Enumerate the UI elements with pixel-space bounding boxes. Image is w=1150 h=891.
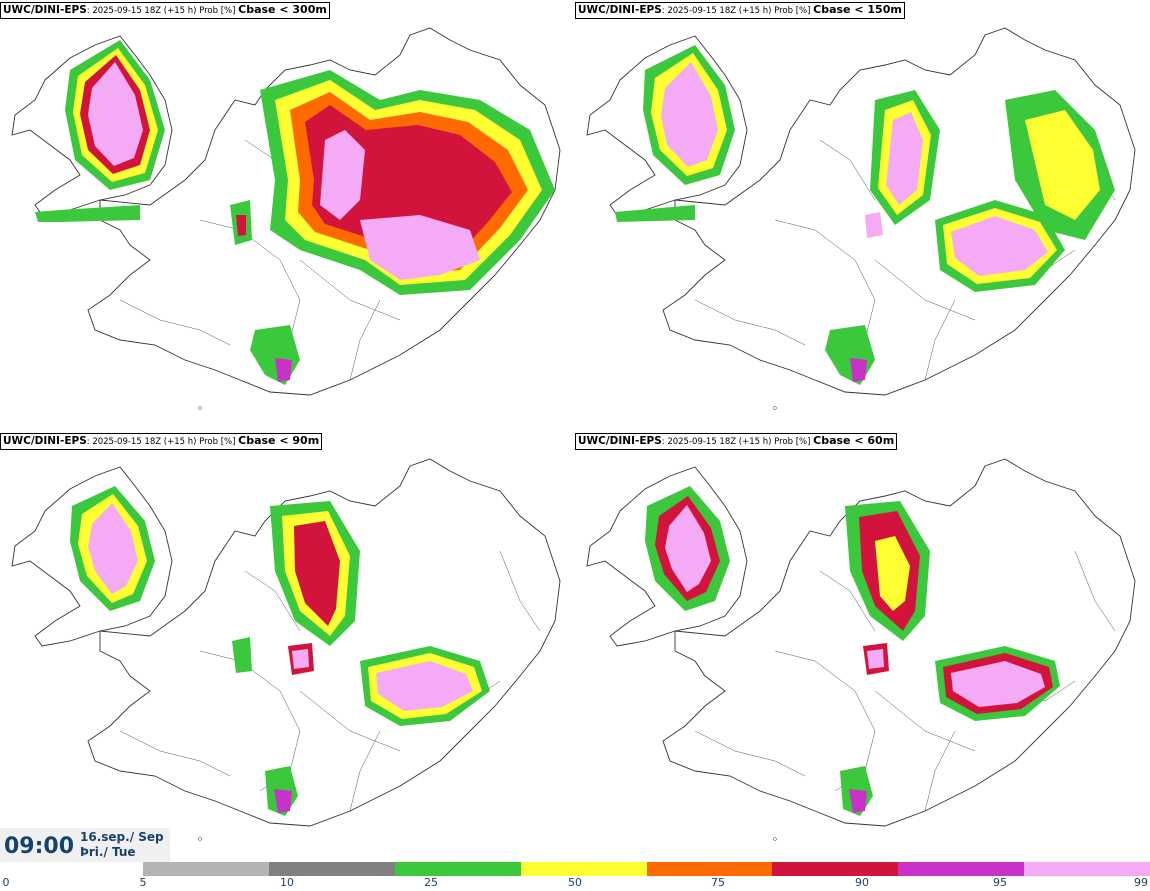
colorbar-tick-label: 75 [711, 876, 725, 889]
map-panel-cbase-300m: UWC/DINI-EPS: 2025-09-15 18Z (+15 h) Pro… [0, 0, 575, 430]
panel-title: UWC/DINI-EPS: 2025-09-15 18Z (+15 h) Pro… [575, 2, 905, 19]
map-panel-cbase-60m: UWC/DINI-EPS: 2025-09-15 18Z (+15 h) Pro… [575, 431, 1150, 861]
run-info: : 2025-09-15 18Z (+15 h) Prob [%] [86, 437, 239, 447]
colorbar-segment [268, 862, 395, 876]
colorbar-segment [520, 862, 647, 876]
panel-title: UWC/DINI-EPS: 2025-09-15 18Z (+15 h) Pro… [0, 2, 330, 19]
colorbar-segment [394, 862, 521, 876]
colorbar-segment [1024, 862, 1150, 876]
panel-title: UWC/DINI-EPS: 2025-09-15 18Z (+15 h) Pro… [0, 433, 323, 450]
map-panel-cbase-90m: UWC/DINI-EPS: 2025-09-15 18Z (+15 h) Pro… [0, 431, 575, 861]
colorbar-tick-label: 90 [855, 876, 869, 889]
run-info: : 2025-09-15 18Z (+15 h) Prob [%] [661, 6, 814, 16]
probability-map [11, 27, 561, 410]
colorbar-tick-label: 95 [993, 876, 1007, 889]
colorbar-segment [898, 862, 1025, 876]
valid-time-box: 09:00 16.sep./ Sep Þri./ Tue [0, 828, 170, 862]
probability-map [586, 458, 1136, 841]
valid-day: Þri./ Tue [80, 845, 136, 859]
valid-time: 09:00 [4, 834, 75, 859]
colorbar-ticks: 0 5 10 25 50 75 90 95 99 [0, 876, 1150, 891]
colorbar-tick-label: 50 [568, 876, 582, 889]
model-name: UWC/DINI-EPS [578, 435, 662, 447]
colorbar-tick-label: 25 [424, 876, 438, 889]
map-panel-cbase-150m: UWC/DINI-EPS: 2025-09-15 18Z (+15 h) Pro… [575, 0, 1150, 430]
probability-map [11, 458, 561, 841]
probability-colorbar [143, 862, 1150, 876]
colorbar-segment [646, 862, 773, 876]
variable-label: Cbase < 90m [238, 434, 320, 447]
variable-label: Cbase < 150m [813, 3, 902, 16]
colorbar-tick-label: 5 [139, 876, 147, 889]
colorbar-tick-label: 0 [2, 876, 10, 889]
model-name: UWC/DINI-EPS [578, 4, 662, 16]
model-name: UWC/DINI-EPS [3, 4, 87, 16]
run-info: : 2025-09-15 18Z (+15 h) Prob [%] [86, 6, 239, 16]
valid-date: 16.sep./ Sep [80, 830, 164, 844]
colorbar-segment [143, 862, 269, 876]
colorbar-tick-label: 99 [1134, 876, 1148, 889]
model-name: UWC/DINI-EPS [3, 435, 87, 447]
colorbar-tick-label: 10 [280, 876, 294, 889]
panel-title: UWC/DINI-EPS: 2025-09-15 18Z (+15 h) Pro… [575, 433, 898, 450]
run-info: : 2025-09-15 18Z (+15 h) Prob [%] [661, 437, 814, 447]
colorbar-segment [772, 862, 899, 876]
variable-label: Cbase < 60m [813, 434, 895, 447]
variable-label: Cbase < 300m [238, 3, 327, 16]
probability-map [586, 27, 1136, 410]
